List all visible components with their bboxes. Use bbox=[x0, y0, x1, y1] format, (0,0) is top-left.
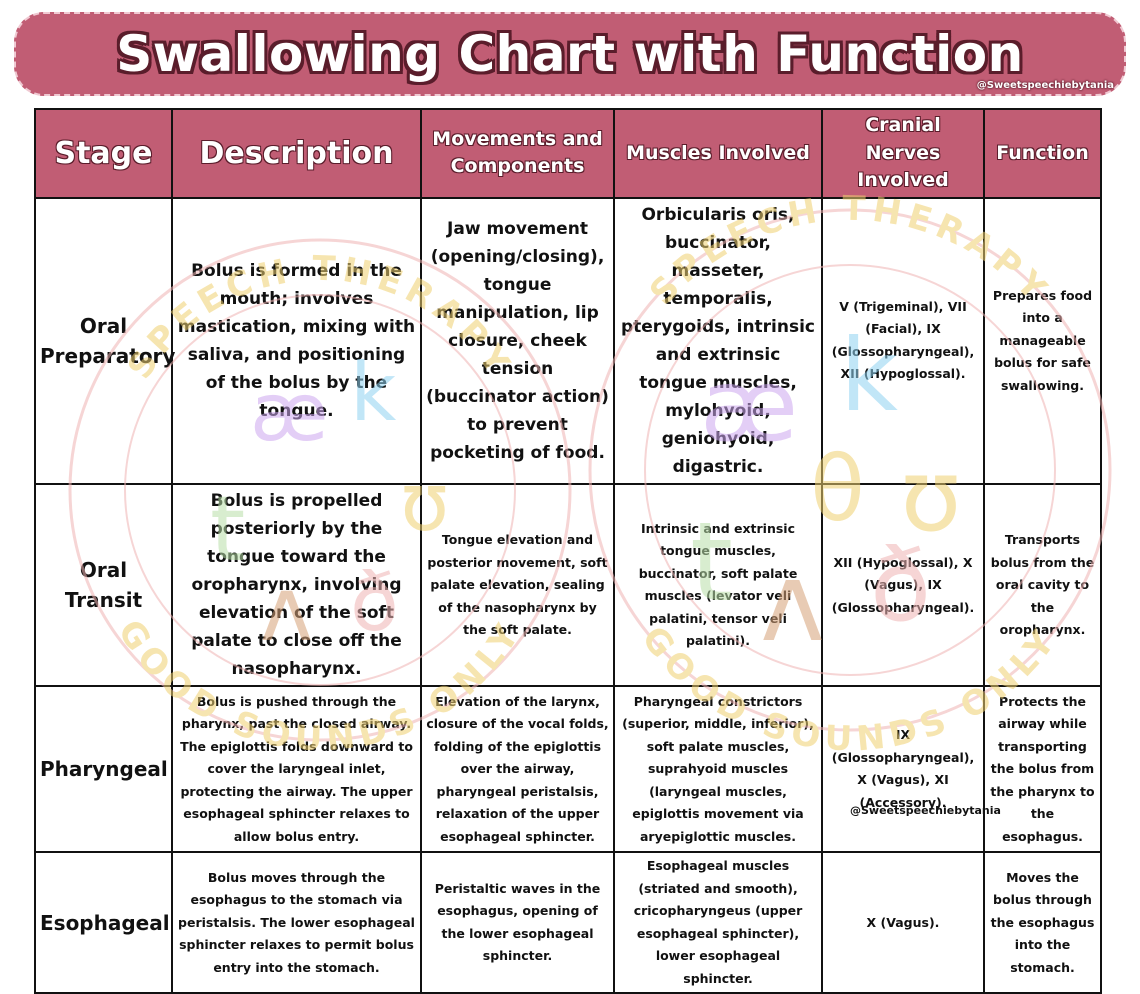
table-row-oral-preparatory: Oral Preparatory Bolus is formed in the … bbox=[34, 196, 1102, 486]
function-cell: Protects the airway while transporting t… bbox=[983, 685, 1102, 854]
description-cell: Bolus moves through the esophagus to the… bbox=[171, 851, 422, 994]
stage-cell: Pharyngeal bbox=[34, 685, 173, 854]
header-row: Stage Description Movements and Componen… bbox=[34, 108, 1102, 199]
title-banner: Swallowing Chart with Function bbox=[14, 12, 1126, 96]
header-cranial-nerves: Cranial Nerves Involved bbox=[821, 108, 985, 199]
table-row-oral-transit: Oral Transit Bolus is propelled posterio… bbox=[34, 483, 1102, 688]
description-cell: Bolus is formed in the mouth; involves m… bbox=[171, 196, 422, 486]
movements-cell: Tongue elevation and posterior movement,… bbox=[420, 483, 615, 688]
page-title: Swallowing Chart with Function bbox=[116, 25, 1024, 83]
stage-cell: Esophageal bbox=[34, 851, 173, 994]
movements-cell: Jaw movement (opening/closing), tongue m… bbox=[420, 196, 615, 486]
function-cell: Transports bolus from the oral cavity to… bbox=[983, 483, 1102, 688]
movements-cell: Peristaltic waves in the esophagus, open… bbox=[420, 851, 615, 994]
swallowing-chart-table: Stage Description Movements and Componen… bbox=[34, 108, 1102, 994]
nerves-cell: X (Vagus). bbox=[821, 851, 985, 994]
muscles-cell: Pharyngeal constrictors (superior, middl… bbox=[613, 685, 823, 854]
description-cell: Bolus is propelled posteriorly by the to… bbox=[171, 483, 422, 688]
header-description: Description bbox=[171, 108, 422, 199]
nerves-cell: XII (Hypoglossal), X (Vagus), IX (Glosso… bbox=[821, 483, 985, 688]
header-movements: Movements and Components bbox=[420, 108, 615, 199]
muscles-cell: Intrinsic and extrinsic tongue muscles, … bbox=[613, 483, 823, 688]
function-cell: Prepares food into a manageable bolus fo… bbox=[983, 196, 1102, 486]
muscles-cell: Orbicularis oris, buccinator, masseter, … bbox=[613, 196, 823, 486]
author-handle-bottom: @Sweetspeechiebytania bbox=[850, 804, 1001, 817]
stage-cell: Oral Preparatory bbox=[34, 196, 175, 486]
header-muscles: Muscles Involved bbox=[613, 108, 823, 199]
nerves-cell: V (Trigeminal), VII (Facial), IX (Glosso… bbox=[821, 196, 985, 486]
table-row-pharyngeal: Pharyngeal Bolus is pushed through the p… bbox=[34, 685, 1102, 854]
header-function: Function bbox=[983, 108, 1102, 199]
function-cell: Moves the bolus through the esophagus in… bbox=[983, 851, 1102, 994]
table-row-esophageal: Esophageal Bolus moves through the esoph… bbox=[34, 851, 1102, 994]
header-stage: Stage bbox=[34, 108, 173, 199]
author-handle-top: @Sweetspeechiebytania bbox=[976, 80, 1114, 91]
stage-cell: Oral Transit bbox=[34, 483, 173, 688]
movements-cell: Elevation of the larynx, closure of the … bbox=[420, 685, 615, 854]
description-cell: Bolus is pushed through the pharynx, pas… bbox=[171, 685, 422, 854]
muscles-cell: Esophageal muscles (striated and smooth)… bbox=[613, 851, 823, 994]
nerves-cell: IX (Glossopharyngeal), X (Vagus), XI (Ac… bbox=[821, 685, 985, 854]
